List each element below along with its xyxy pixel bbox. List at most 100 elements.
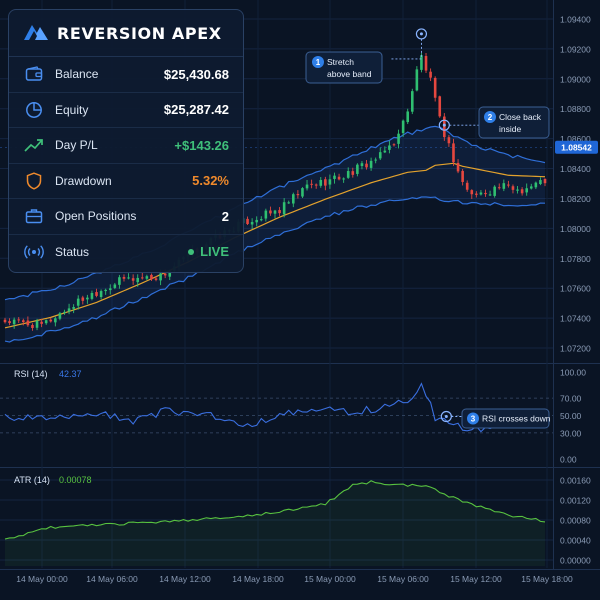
candle [392,143,396,147]
candle [150,273,153,281]
candle [465,180,469,192]
candle-body [113,284,117,288]
candle-body [136,277,140,283]
candle-body [360,163,364,167]
candle [26,316,30,327]
candle [72,304,75,314]
candle-body [95,292,98,296]
candle-body [452,143,455,163]
candle [131,274,135,285]
candle-body [118,277,121,285]
candle-body [401,120,405,134]
candle [90,290,94,301]
bollinger-upper-line [4,125,546,301]
candle [63,309,66,315]
candle [8,318,11,326]
stat-label: Status [55,244,90,259]
x-tick-label: 15 May 06:00 [377,574,429,584]
atr-value: 0.00078 [59,475,92,485]
candle-body [278,210,281,214]
candle-body [456,162,460,172]
stat-value: LIVE [188,244,229,259]
x-tick-label: 15 May 18:00 [521,574,573,584]
candle-body [337,176,341,180]
candle [122,274,126,282]
candle [342,177,345,183]
stat-label: Balance [55,67,99,82]
x-tick-label: 14 May 18:00 [232,574,284,584]
candle-body [319,179,323,186]
candle-body [35,320,39,328]
candle-body [31,324,34,328]
candle-body [250,222,254,225]
annotation-marker-center [419,32,423,36]
rsi-y-tick-label: 30.00 [560,428,582,438]
candle-body [163,273,167,276]
candle [44,319,48,325]
y-tick-label: 1.09200 [560,44,591,54]
candle [49,317,53,323]
candle [273,209,277,219]
annotation-text: above band [327,69,372,79]
annotation-1: 1 Stretch above band [305,28,428,84]
candle [479,190,483,196]
candle-body [497,187,501,189]
candle-body [127,277,130,279]
candle [475,191,478,198]
candle [433,76,437,102]
candle [3,317,7,324]
rsi-y-tick-label: 50.00 [560,411,582,421]
candle [31,323,34,331]
candle-body [415,69,419,91]
candle [17,317,21,323]
y-tick-label: 1.07200 [560,344,591,354]
candle-body [259,219,263,221]
candle [529,183,533,190]
candle [516,186,519,194]
candle [54,316,57,327]
stat-label: Drawdown [55,173,112,188]
annotation-text: inside [499,124,521,134]
candle-body [488,194,492,196]
candle-body [324,179,327,186]
candle-body [520,189,524,194]
candle [470,189,474,200]
annotation-number-badge [467,412,479,425]
candle [429,68,432,82]
atr-y-tick-label: 0.00120 [560,496,591,506]
annotation-box [461,408,550,429]
candle [67,303,71,315]
candle [145,274,149,281]
candle-body [342,178,345,180]
candle-body [310,183,313,185]
candle-body [49,319,53,322]
candle-body [443,116,446,138]
candle-body [365,163,368,168]
atr-y-tick-label: 0.00080 [560,516,591,526]
stat-row-status: Status LIVE [9,235,243,270]
candle [461,168,464,186]
x-tick-label: 15 May 12:00 [450,574,502,584]
stat-label: Equity [55,102,89,117]
candle [360,161,364,170]
annotation-marker-center [442,123,446,127]
candle-body [369,160,373,168]
candle [81,295,85,305]
stat-label: Open Positions [55,209,137,224]
candle-body [58,313,62,319]
atr-line [4,480,546,540]
candle-body [493,186,496,196]
candle [438,95,442,118]
annotation-number: 3 [471,415,476,424]
stat-row-equity: Equity $25,287.42 [9,93,243,128]
stat-value: +$143.26 [174,137,229,153]
candle [397,129,400,149]
annotation-number: 1 [316,58,321,67]
y-tick-label: 1.07800 [560,254,591,264]
candle-body [356,164,359,174]
candle [35,318,39,331]
candle [40,318,43,328]
candle-body [17,319,21,321]
stat-value: $25,287.42 [163,102,229,118]
candle [296,190,300,199]
